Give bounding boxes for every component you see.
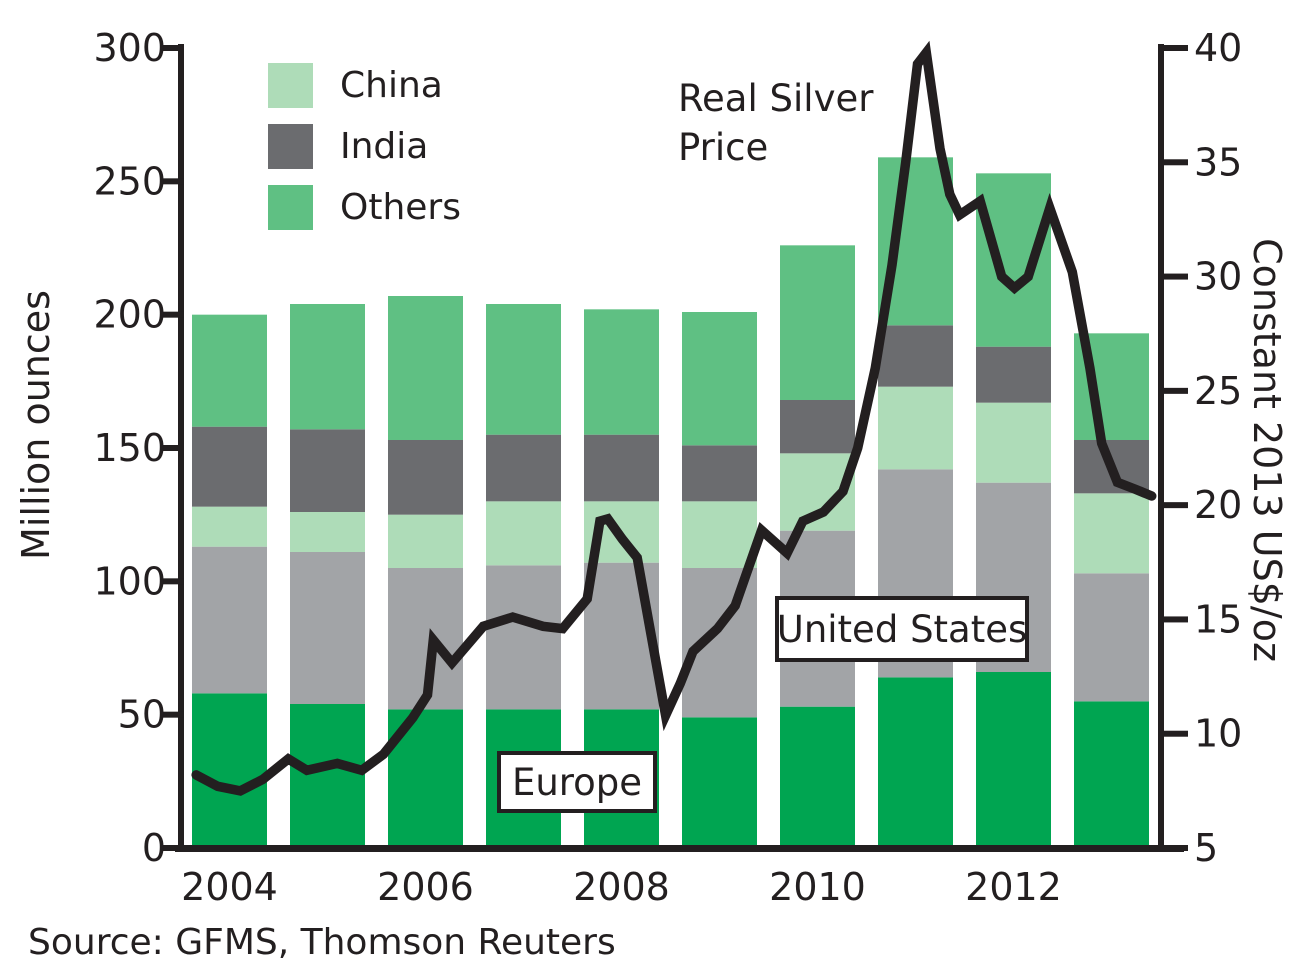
- bar-segment-2009-united-states: [682, 568, 757, 718]
- y-right-tick-25: [1164, 387, 1188, 394]
- bar-segment-2011-china: [878, 386, 953, 470]
- bar-segment-2004-china: [192, 506, 267, 547]
- bar-segment-2006-others: [388, 296, 463, 440]
- y-left-tick-100: [160, 578, 184, 585]
- bar-segment-2013-united-states: [1074, 573, 1149, 702]
- x-tick-label-2004: 2004: [181, 865, 278, 909]
- y-left-tick-200: [160, 311, 184, 318]
- others-swatch: [268, 185, 313, 230]
- y-right-tick-35: [1164, 159, 1188, 166]
- bar-segment-2010-others: [780, 245, 855, 400]
- y-left-tick-0: [160, 845, 184, 851]
- y-left-tick-label-50: 50: [118, 693, 166, 737]
- y-left-tick-label-300: 300: [93, 26, 166, 70]
- bar-segment-2005-india: [290, 429, 365, 512]
- bar-segment-2007-united-states: [486, 565, 561, 710]
- bar-segment-2004-india: [192, 426, 267, 507]
- bar-segment-2013-china: [1074, 493, 1149, 574]
- china-swatch: [268, 63, 313, 108]
- y-right-tick-20: [1164, 502, 1188, 509]
- bar-segment-2009-india: [682, 445, 757, 502]
- bar-segment-2012-india: [976, 346, 1051, 403]
- legend-item-india: India: [268, 124, 428, 169]
- silver-price-line: [191, 40, 1157, 796]
- bar-segment-2005-others: [290, 304, 365, 430]
- bar-segment-2006-china: [388, 514, 463, 568]
- bar-segment-2007-others: [486, 304, 561, 435]
- legend-label-india: India: [340, 126, 429, 167]
- x-tick-label-2012: 2012: [965, 865, 1062, 909]
- y-right-axis-line: [1158, 44, 1164, 852]
- bar-segment-2013-europe: [1074, 701, 1149, 848]
- bar-segment-2008-others: [584, 309, 659, 435]
- bar-segment-2009-china: [682, 501, 757, 568]
- united-states-label-box: United States: [775, 596, 1029, 662]
- line-annotation: Real Silver Price: [678, 77, 874, 169]
- bar-segment-2012-china: [976, 402, 1051, 483]
- bar-segment-2009-europe: [682, 717, 757, 848]
- bar-segment-2012-others: [976, 173, 1051, 347]
- bar-segment-2012-europe: [976, 672, 1051, 848]
- bar-segment-2005-united-states: [290, 552, 365, 704]
- legend-label-china: China: [340, 65, 443, 106]
- united-states-label: United States: [776, 607, 1028, 651]
- y-right-tick-label-35: 35: [1194, 140, 1242, 184]
- bar-segment-2004-united-states: [192, 546, 267, 694]
- y-right-tick-label-40: 40: [1194, 26, 1242, 70]
- legend-item-others: Others: [268, 185, 461, 230]
- y-left-tick-300: [160, 45, 184, 51]
- y-right-axis-title: Constant 2013 US$/oz: [1245, 238, 1289, 662]
- y-left-tick-label-200: 200: [93, 293, 166, 337]
- y-right-tick-30: [1164, 273, 1188, 280]
- bar-segment-2010-india: [780, 400, 855, 454]
- legend-item-china: China: [268, 63, 443, 108]
- legend-label-others: Others: [340, 187, 461, 228]
- bar-segment-2007-india: [486, 434, 561, 502]
- y-right-tick-10: [1164, 730, 1188, 737]
- bar-segment-2009-others: [682, 312, 757, 446]
- y-right-tick-label-10: 10: [1194, 712, 1242, 756]
- bar-segment-2005-china: [290, 512, 365, 552]
- y-left-tick-label-150: 150: [93, 426, 166, 470]
- y-left-tick-50: [160, 711, 184, 718]
- source-text: Source: GFMS, Thomson Reuters: [28, 922, 616, 963]
- y-left-tick-150: [160, 445, 184, 451]
- bar-segment-2011-europe: [878, 677, 953, 848]
- y-left-axis-title: Million ounces: [14, 290, 58, 560]
- bar-segment-2010-europe: [780, 706, 855, 848]
- y-right-tick-15: [1164, 616, 1188, 623]
- y-right-tick-label-20: 20: [1194, 483, 1242, 527]
- x-tick-label-2006: 2006: [377, 865, 474, 909]
- x-tick-label-2008: 2008: [573, 865, 670, 909]
- bar-segment-2005-europe: [290, 704, 365, 848]
- bar-segment-2007-china: [486, 501, 561, 566]
- y-right-tick-5: [1164, 845, 1188, 851]
- y-left-tick-250: [160, 178, 184, 185]
- bar-segment-2004-europe: [192, 693, 267, 848]
- y-right-tick-label-25: 25: [1194, 369, 1242, 413]
- y-right-tick-label-15: 15: [1194, 597, 1242, 641]
- europe-label-box: Europe: [497, 751, 657, 813]
- y-right-tick-40: [1164, 45, 1188, 51]
- bar-segment-2011-india: [878, 325, 953, 387]
- y-left-tick-label-0: 0: [142, 826, 166, 870]
- y-left-tick-label-100: 100: [93, 559, 166, 603]
- y-right-tick-label-5: 5: [1194, 826, 1218, 870]
- europe-label: Europe: [511, 760, 643, 804]
- y-left-tick-label-250: 250: [93, 159, 166, 203]
- bar-segment-2006-india: [388, 440, 463, 515]
- bar-segment-2004-others: [192, 314, 267, 427]
- bar-segment-2008-india: [584, 434, 659, 502]
- y-right-tick-label-30: 30: [1194, 255, 1242, 299]
- india-swatch: [268, 124, 313, 169]
- x-tick-label-2010: 2010: [769, 865, 866, 909]
- x-axis-line: [175, 845, 1184, 852]
